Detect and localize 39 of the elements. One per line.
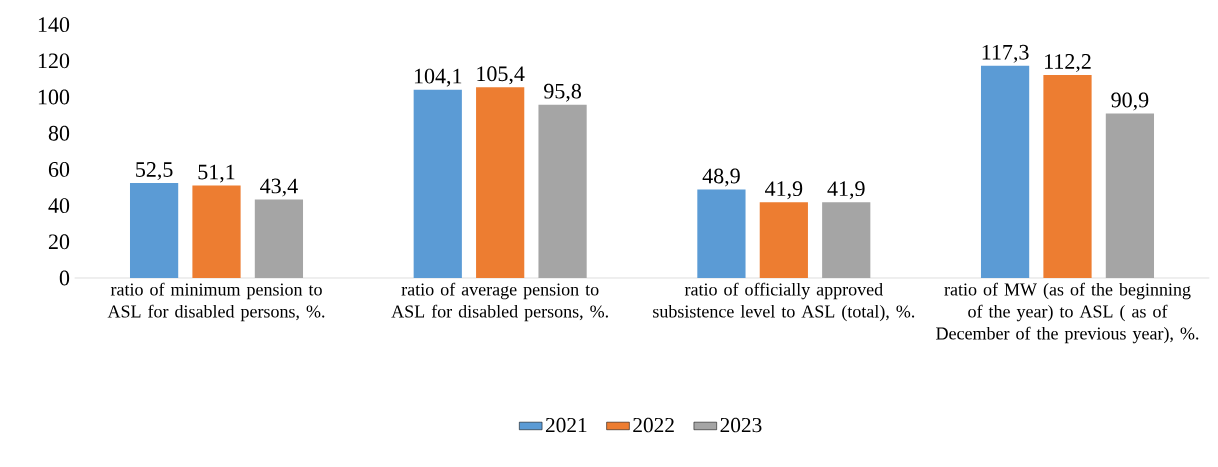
legend-label: 2022	[633, 418, 674, 433]
bar	[538, 104, 587, 279]
legend-label: 2023	[720, 418, 762, 433]
data-label: 112,2	[1045, 54, 1091, 73]
y-tick-label: 140	[38, 17, 70, 33]
data-label: 43,4	[260, 178, 298, 197]
data-label: 51,1	[198, 164, 235, 183]
bar	[1105, 113, 1155, 279]
legend-label: 2021	[545, 418, 587, 433]
data-label: 48,9	[702, 168, 740, 187]
x-tick-label: ratio of average pension to ASL for disabled persons, %.	[391, 282, 608, 322]
data-label: 41,9	[827, 181, 865, 200]
data-label: 117,3	[982, 45, 1029, 63]
x-tick-label: ratio of MW (as of the beginning of the year) to ASL ( as of December of the previous year), %.	[936, 282, 1199, 344]
bar	[980, 65, 1030, 279]
y-tick-label: 80	[48, 125, 70, 141]
data-label: 41,9	[765, 181, 803, 200]
bar	[476, 87, 525, 279]
y-tick-label: 40	[48, 198, 70, 214]
bar	[1043, 75, 1092, 279]
y-tick-label: 60	[48, 162, 70, 178]
bar	[129, 183, 179, 279]
y-tick-label: 20	[48, 234, 70, 250]
bar	[759, 202, 808, 279]
bar	[254, 199, 304, 279]
data-label: 104,1	[414, 68, 462, 87]
data-label: 52,5	[136, 162, 173, 181]
bar	[697, 189, 746, 279]
data-label: 105,4	[477, 66, 525, 85]
y-tick-label: 100	[38, 89, 70, 105]
bar	[822, 202, 871, 279]
bar	[413, 89, 462, 279]
y-tick-label: 0	[59, 270, 70, 286]
bar	[192, 185, 241, 279]
x-tick-label: ratio of minimum pension to ASL for disabled persons, %.	[107, 282, 325, 322]
data-label: 95,8	[544, 83, 581, 102]
x-tick-label: ratio of officially approved subsistence level to ASL (total), %.	[653, 282, 915, 322]
y-tick-label: 120	[38, 53, 70, 69]
data-label: 90,9	[1111, 92, 1149, 111]
